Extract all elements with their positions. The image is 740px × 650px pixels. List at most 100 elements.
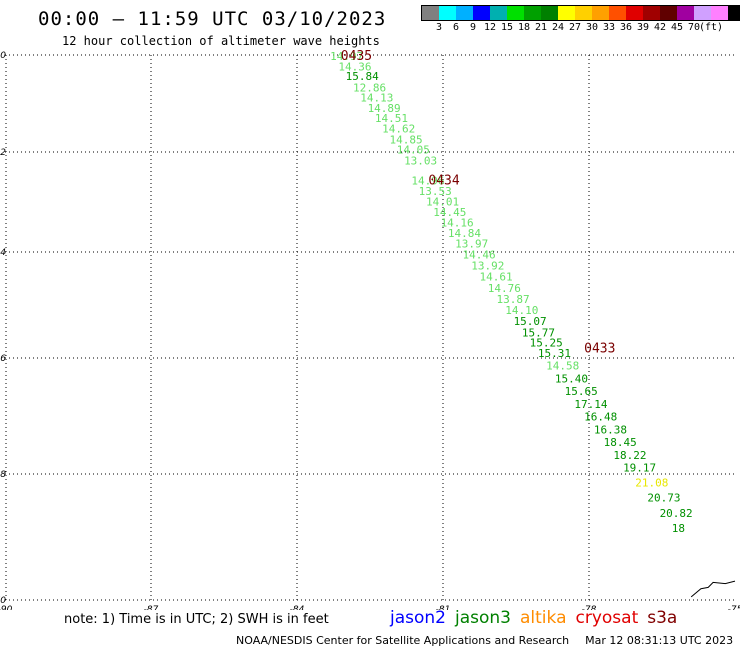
swh-value-label: 16.48 xyxy=(584,411,617,424)
color-scale-cell xyxy=(694,6,711,20)
swh-value-label: 15.77 xyxy=(522,326,555,339)
swh-value-label: 15.25 xyxy=(530,336,563,349)
swh-value-label: 14.58 xyxy=(546,360,579,373)
color-scale-cell xyxy=(711,6,728,20)
color-scale-label: 45 xyxy=(670,22,684,33)
units-note: note: 1) Time is in UTC; 2) SWH is in fe… xyxy=(64,612,329,627)
color-scale-label: 6 xyxy=(452,22,460,33)
color-scale-cell xyxy=(728,6,740,20)
swh-value-label: 12.86 xyxy=(353,81,386,94)
color-scale-label: (ft) xyxy=(698,22,724,33)
swh-value-label: 14.62 xyxy=(382,123,415,136)
lon-tick-label: -81 xyxy=(436,605,451,610)
color-scale-label: 30 xyxy=(585,22,599,33)
mission-legend: jason2 jason3 altika cryosat s3a xyxy=(390,608,686,628)
swh-value-label: 14.45 xyxy=(433,206,466,219)
mission-cryosat-label: cryosat xyxy=(575,608,639,628)
swh-value-label: 14.10 xyxy=(505,304,538,317)
swh-value-label: 14.96 xyxy=(411,175,444,188)
color-scale-labels: 3 6 9 12 15 18 21 24 27 30 33 36 39 42 45 70 (ft) xyxy=(421,22,740,34)
swh-value-label: 15.07 xyxy=(514,315,547,328)
color-scale-cell xyxy=(422,6,439,20)
swh-value-label: 14.76 xyxy=(488,282,521,295)
generated-timestamp: Mar 12 08:31:13 UTC 2023 xyxy=(585,634,734,647)
swh-value-label: 14.84 xyxy=(448,227,481,240)
swh-value-label: 15.31 xyxy=(538,347,571,360)
swh-value-label: 20.73 xyxy=(647,492,680,505)
lon-tick-label: -75 xyxy=(728,605,740,610)
swh-value-label: 20.82 xyxy=(660,507,693,520)
color-scale-cell xyxy=(660,6,677,20)
mission-s3a-label: s3a xyxy=(647,608,678,628)
swh-value-label: 13.53 xyxy=(419,185,452,198)
swh-value-label: 21.08 xyxy=(635,477,668,490)
color-scale-cell xyxy=(541,6,558,20)
credit-text: NOAA/NESDIS Center for Satellite Applica… xyxy=(236,634,570,647)
color-scale-cells xyxy=(421,5,740,21)
lat-tick-label: -66 xyxy=(0,354,6,364)
lat-tick-label: -62 xyxy=(0,148,6,158)
color-scale-cell xyxy=(677,6,694,20)
swh-value-label: 14.97 xyxy=(330,50,363,63)
color-scale-cell xyxy=(575,6,592,20)
swh-value-label: 15.40 xyxy=(555,372,588,385)
lat-tick-label: -68 xyxy=(0,470,6,480)
color-scale-cell xyxy=(524,6,541,20)
swh-value-label: 14.89 xyxy=(368,102,401,115)
color-scale-label: 27 xyxy=(568,22,582,33)
color-scale-label: 24 xyxy=(551,22,565,33)
color-scale-label: 33 xyxy=(602,22,616,33)
pass-time-label: 0434 xyxy=(428,174,459,189)
swh-value-label: 13.87 xyxy=(497,293,530,306)
color-scale-cell xyxy=(592,6,609,20)
mission-altika-label: altika xyxy=(520,608,567,628)
color-scale-cell xyxy=(473,6,490,20)
color-scale-cell xyxy=(490,6,507,20)
color-scale-label: 39 xyxy=(636,22,650,33)
swh-value-label: 14.36 xyxy=(338,61,371,74)
lon-tick-label: -78 xyxy=(582,605,597,610)
swh-value-label: 15.65 xyxy=(565,385,598,398)
swh-value-label: 18.22 xyxy=(613,449,646,462)
credit-footer: NOAA/NESDIS Center for Satellite Applica… xyxy=(236,634,733,647)
swh-value-label: 14.61 xyxy=(480,271,513,284)
swh-value-label: 14.05 xyxy=(397,144,430,157)
lon-tick-label: -90 xyxy=(0,605,13,610)
swh-value-label: 14.51 xyxy=(375,112,408,125)
mission-jason2-label: jason2 xyxy=(390,608,446,628)
lon-tick-label: -87 xyxy=(144,605,159,610)
coastline xyxy=(690,580,736,598)
swh-value-label: 14.46 xyxy=(462,248,495,261)
color-scale-label: 12 xyxy=(483,22,497,33)
swh-value-label: 14.01 xyxy=(426,196,459,209)
color-scale-label: 15 xyxy=(500,22,514,33)
color-scale-label: 36 xyxy=(619,22,633,33)
color-scale-cell xyxy=(609,6,626,20)
swh-value-label: 16.38 xyxy=(594,423,627,436)
color-scale-cell xyxy=(456,6,473,20)
color-scale-cell xyxy=(507,6,524,20)
lat-lon-grid xyxy=(5,54,735,601)
swh-value-label: 13.92 xyxy=(471,259,504,272)
color-scale-label: 21 xyxy=(534,22,548,33)
color-scale-label: 18 xyxy=(517,22,531,33)
swh-value-label: 15.84 xyxy=(346,70,379,83)
color-scale-cell xyxy=(439,6,456,20)
color-scale-cell xyxy=(626,6,643,20)
swh-value-label: 14.13 xyxy=(360,92,393,105)
chart-subtitle: 12 hour collection of altimeter wave hei… xyxy=(62,34,380,48)
color-scale-cell xyxy=(643,6,660,20)
swh-value-label: 13.97 xyxy=(455,238,488,251)
color-scale-label: 42 xyxy=(653,22,667,33)
chart-title: 00:00 — 11:59 UTC 03/10/2023 xyxy=(38,8,387,30)
pass-time-label: 0435 xyxy=(341,49,372,64)
swh-value-label: 19.17 xyxy=(623,462,656,475)
lat-tick-label: -60 xyxy=(0,51,6,61)
lat-tick-label: -64 xyxy=(0,248,6,258)
swh-value-label: 17.14 xyxy=(574,398,607,411)
mission-jason3-label: jason3 xyxy=(455,608,511,628)
pass-time-labels: 0435 0434 0433 xyxy=(341,49,616,357)
swh-value-label: 18 xyxy=(672,522,685,535)
color-scale-label: 3 xyxy=(435,22,443,33)
wave-height-points: 14.9714.3615.8412.8614.1314.8914.5114.62… xyxy=(330,50,693,535)
